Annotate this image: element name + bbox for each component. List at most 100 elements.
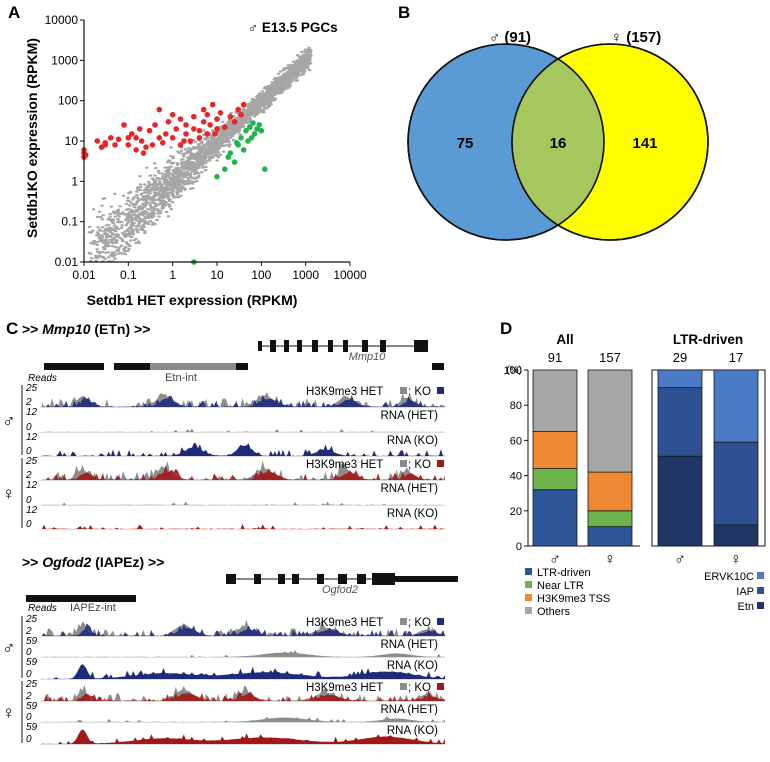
venn-count-female-only: 141 <box>632 135 657 152</box>
point-up-27 <box>169 135 176 141</box>
legend-label: Etn <box>737 601 754 613</box>
venn-diagram: ♂ (91) ♀ (157) 75 16 141 <box>407 29 709 241</box>
legend-swatch <box>757 572 764 579</box>
legend-swatch-ko <box>437 387 444 394</box>
track-scale-top: 59 <box>26 657 38 668</box>
point-down-17 <box>250 120 256 126</box>
bar-count-label: 17 <box>729 350 743 365</box>
point-down-4 <box>231 159 238 165</box>
bar-y-tick-label-3: 60 <box>510 435 522 447</box>
point-up-51 <box>238 111 244 118</box>
group-symbol-male: ♂ <box>2 411 16 431</box>
bar-y-tick-label-2: 40 <box>510 471 522 483</box>
track-scale-bottom: 0 <box>26 669 32 680</box>
point-up-44 <box>214 126 220 132</box>
point-up-36 <box>191 113 197 120</box>
point-up-41 <box>204 131 210 137</box>
point-up-29 <box>173 126 179 132</box>
y-tick-label-2: 1 <box>71 174 78 188</box>
group-symbol-male: ♂ <box>2 638 16 658</box>
point-up-45 <box>214 116 220 122</box>
point-up-7 <box>107 135 114 141</box>
point-up-21 <box>152 122 158 128</box>
track-scale-top: 12 <box>26 505 38 516</box>
y-tick-label-0: 0.01 <box>55 255 79 269</box>
bar-y-tick-label-0: 0 <box>516 541 522 553</box>
locus2-title: >> Ogfod2 (IAPEz) >> <box>22 554 164 570</box>
track-scale-top: 12 <box>26 432 38 443</box>
point-up-40 <box>200 106 207 113</box>
h3k9me3-het-coverage <box>42 684 445 701</box>
point-up-24 <box>160 140 166 146</box>
panel-label-c: C <box>6 319 18 338</box>
track-scale-top: 25 <box>25 383 38 394</box>
x-tick-label-0: 0.01 <box>72 268 96 282</box>
bar-y-tick-label-5: 100 <box>504 365 522 377</box>
bar-segment-others <box>532 369 578 432</box>
y-tick-label-1: 0.1 <box>61 215 78 229</box>
point-up-31 <box>177 116 184 122</box>
legend-swatch <box>525 594 532 601</box>
point-up-34 <box>187 138 194 144</box>
point-up-56 <box>204 111 210 118</box>
legend-swatch-ko <box>437 460 444 467</box>
repeat-label-iapez: IAPEz-int <box>70 602 116 614</box>
bar-segment-etn <box>713 524 759 547</box>
bar-category-label: ♂ <box>674 551 686 568</box>
h3k9me3-ko-coverage <box>42 691 445 701</box>
track-scale-top: 12 <box>26 480 38 491</box>
legend-swatch-het <box>400 387 407 394</box>
rna-het-coverage <box>42 716 445 722</box>
h3k9me3-ko-coverage <box>42 394 445 407</box>
point-up-33 <box>183 122 189 128</box>
reads-label-1: Reads <box>28 373 57 384</box>
point-up-48 <box>227 113 234 120</box>
legend-swatch <box>525 568 532 575</box>
venn-count-shared: 16 <box>550 135 567 152</box>
repeat-track-iapez: Reads IAPEz-int <box>26 595 136 614</box>
legend-label: LTR-driven <box>537 567 591 579</box>
legend-swatch-het <box>400 460 407 467</box>
point-up-11 <box>125 135 132 141</box>
legend-swatch <box>757 602 764 609</box>
legend-swatch-het <box>400 618 407 625</box>
scatter-density-cloud <box>87 46 313 263</box>
point-up-8 <box>112 142 118 148</box>
point-up-4 <box>94 138 101 144</box>
y-tick-label-3: 10 <box>65 134 79 148</box>
bar-y-tick-label-1: 20 <box>510 506 522 518</box>
point-up-42 <box>207 122 213 128</box>
point-down-16 <box>247 124 253 130</box>
x-tick-label-5: 1000 <box>292 268 319 282</box>
bar-segment-ltr-driven <box>587 526 633 547</box>
bar-y-label: (%) <box>506 365 522 376</box>
point-up-9 <box>115 136 122 143</box>
point-down-18 <box>225 154 232 160</box>
bar-y-tick-label-4: 80 <box>510 400 522 412</box>
track-label: RNA (KO) <box>387 725 438 737</box>
bar-segment-h3k9me3-tss <box>587 471 633 512</box>
track-scale-top: 25 <box>25 456 38 467</box>
point-down-6 <box>240 147 247 153</box>
bar-segment-iap <box>657 387 703 457</box>
track-scale-top: 59 <box>26 636 38 647</box>
repeat-label-etn: Etn-int <box>165 372 197 384</box>
point-up-28 <box>169 111 176 118</box>
bar-count-label: 29 <box>673 350 687 365</box>
track-label: H3K9me3 HET <box>306 459 383 471</box>
h3k9me3-ko-coverage <box>42 465 445 480</box>
track-scale-top: 25 <box>25 614 38 625</box>
gene-model-ogfod2: Ogfod2 <box>226 573 458 596</box>
bar-segment-near-ltr <box>532 468 578 491</box>
point-up-20 <box>149 142 156 148</box>
group-title-all: All <box>556 332 573 347</box>
venn-label-female: ♀ (157) <box>611 29 661 46</box>
point-down-19 <box>234 140 240 146</box>
rna-het-coverage <box>42 501 445 505</box>
gene-label-ogfod2: Ogfod2 <box>322 584 358 596</box>
rna-ko-coverage <box>42 729 445 744</box>
point-up-22 <box>156 135 163 141</box>
point-up-50 <box>235 106 241 113</box>
legend-swatch <box>757 587 764 594</box>
track-label: RNA (HET) <box>381 410 439 422</box>
